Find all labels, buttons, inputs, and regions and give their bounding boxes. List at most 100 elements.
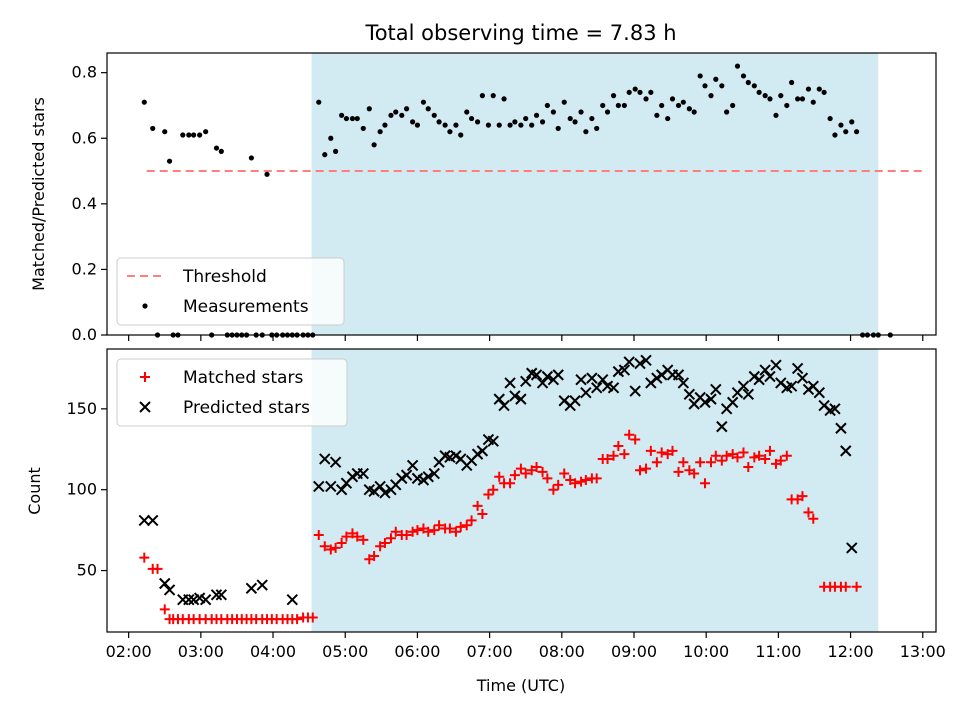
x-tick-label: 13:00 xyxy=(900,642,946,661)
measurement-point xyxy=(388,112,394,118)
matched-star-point xyxy=(613,441,624,452)
predicted-star-point xyxy=(640,354,652,367)
predicted-star-point xyxy=(634,357,646,370)
predicted-star-point xyxy=(487,435,499,447)
legend-label: Predicted stars xyxy=(183,398,310,418)
matched-star-point xyxy=(515,463,526,474)
measurement-point xyxy=(550,109,556,115)
measurement-point xyxy=(702,83,708,89)
matched-star-point xyxy=(673,466,684,477)
predicted-star-point xyxy=(428,467,440,480)
measurement-point xyxy=(600,102,606,109)
measurement-point xyxy=(197,132,203,138)
measurement-point xyxy=(740,73,747,79)
predicted-star-point xyxy=(286,593,298,606)
y-tick-label: 0.2 xyxy=(72,259,97,278)
matched-star-point xyxy=(434,520,445,531)
measurement-point xyxy=(264,171,270,177)
matched-star-point xyxy=(542,473,553,484)
matched-star-point xyxy=(423,526,434,537)
measurement-point xyxy=(485,122,492,128)
measurement-point xyxy=(349,115,356,122)
measurement-point xyxy=(708,93,714,99)
matched-star-point xyxy=(313,529,324,540)
measurement-point xyxy=(555,125,561,132)
measurement-point xyxy=(675,102,682,109)
measurement-point xyxy=(479,93,485,99)
matched-star-point xyxy=(159,604,170,615)
predicted-star-point xyxy=(607,382,620,394)
measurement-point xyxy=(458,132,464,138)
predicted-star-point xyxy=(498,399,510,412)
measurement-point xyxy=(186,132,192,138)
predicted-star-point xyxy=(785,380,798,392)
legend-box xyxy=(116,257,345,326)
predicted-star-point xyxy=(569,395,581,407)
matched-star-point xyxy=(407,526,418,537)
measurement-point xyxy=(141,99,147,105)
measurement-point xyxy=(431,112,437,118)
matched-star-point xyxy=(553,479,564,490)
x-tick-label: 05:00 xyxy=(322,642,368,661)
legend-matched-swatch xyxy=(140,372,150,382)
predicted-star-point xyxy=(374,480,386,493)
matched-star-point xyxy=(667,445,678,456)
predicted-star-point xyxy=(759,364,771,376)
matched-star-point xyxy=(645,445,656,456)
ratio-panel: 0.0 0.2 0.4 0.6 0.8 Threshold Measurements xyxy=(72,52,937,344)
predicted-star-point xyxy=(199,593,212,606)
predicted-star-point xyxy=(530,369,543,381)
matched-star-point xyxy=(754,450,765,461)
predicted-star-point xyxy=(183,593,195,606)
matched-star-point xyxy=(358,534,369,545)
measurement-point xyxy=(464,109,470,115)
measurement-point xyxy=(604,109,611,115)
matched-star-point xyxy=(336,538,347,549)
predicted-star-point xyxy=(541,370,554,383)
measurement-point xyxy=(730,102,736,109)
y-tick-label: 150 xyxy=(66,399,97,418)
y-tick-label: 50 xyxy=(77,561,97,580)
y-tick-label: 100 xyxy=(66,480,97,499)
predicted-star-point xyxy=(726,396,739,409)
measurement-point xyxy=(795,96,801,102)
predicted-star-point xyxy=(586,372,598,384)
x-tick-label: 12:00 xyxy=(828,642,874,661)
matched-star-point xyxy=(455,521,466,532)
measurement-point xyxy=(322,152,328,158)
measurement-point xyxy=(191,132,197,138)
measurement-point xyxy=(203,129,209,135)
predicted-star-point xyxy=(335,483,348,496)
measurement-point xyxy=(665,115,671,122)
predicted-star-point xyxy=(552,369,564,381)
matched-star-point xyxy=(699,478,710,489)
x-tick-label: 03:00 xyxy=(178,642,224,661)
predicted-star-point xyxy=(791,362,804,375)
matched-star-point xyxy=(429,525,440,536)
measurement-point xyxy=(838,122,844,128)
matched-star-point xyxy=(531,462,542,473)
x-tick-label: 02:00 xyxy=(106,642,152,661)
predicted-star-point xyxy=(623,356,635,368)
measurement-point xyxy=(816,86,822,92)
measurement-point xyxy=(399,112,405,118)
predicted-star-point xyxy=(580,386,592,399)
predicted-star-point xyxy=(256,579,268,591)
predicted-star-point xyxy=(597,374,609,386)
measurement-point xyxy=(686,106,692,112)
x-tick-label: 09:00 xyxy=(611,642,657,661)
axes-frame xyxy=(106,52,937,336)
predicted-star-point xyxy=(590,382,603,394)
measurement-point xyxy=(377,129,383,135)
measurement-point xyxy=(713,76,719,82)
predicted-star-point xyxy=(764,370,776,383)
measurement-point xyxy=(659,102,665,109)
matched-star-point xyxy=(656,447,667,458)
measurement-point xyxy=(333,148,339,154)
measurement-point xyxy=(610,93,617,99)
measurement-point xyxy=(453,122,459,128)
measurement-point xyxy=(218,148,224,154)
measurement-point xyxy=(745,79,751,86)
measurement-point xyxy=(637,89,643,95)
measurement-point xyxy=(827,115,833,122)
